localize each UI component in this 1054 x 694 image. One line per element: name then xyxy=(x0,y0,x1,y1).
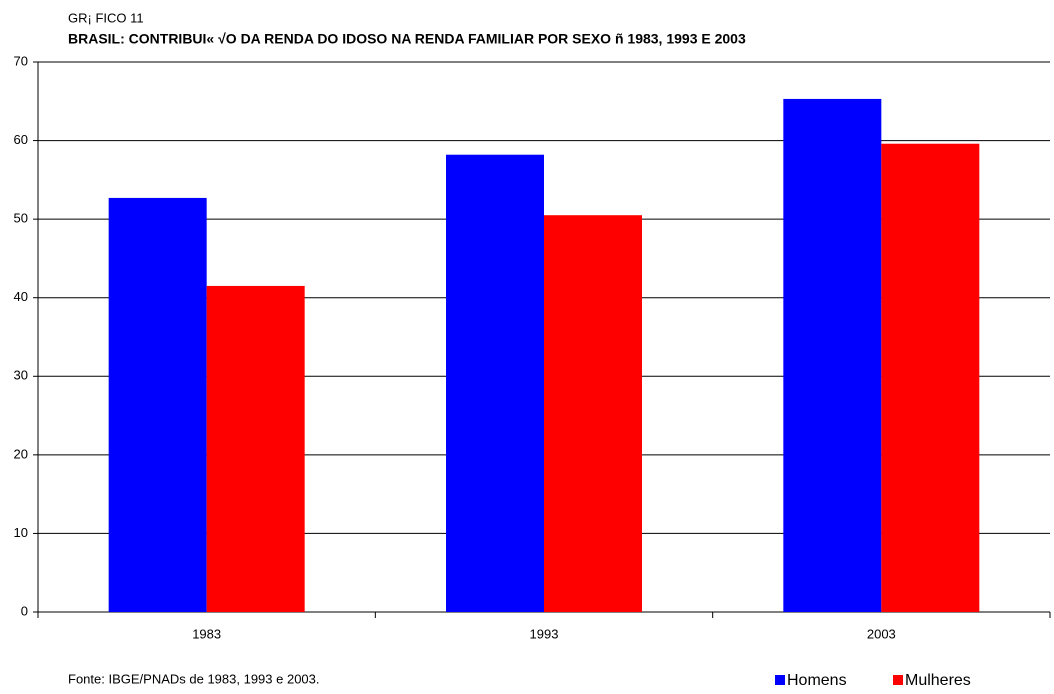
bar xyxy=(206,285,305,612)
legend-label: Mulheres xyxy=(905,672,971,689)
chart-title: BRASIL: CONTRIBUI« √O DA RENDA DO IDOSO … xyxy=(68,31,746,47)
legend-swatch xyxy=(775,675,785,685)
bar xyxy=(881,143,980,612)
legend-swatch xyxy=(893,675,903,685)
y-tick-label: 0 xyxy=(21,603,28,618)
y-tick-label: 50 xyxy=(14,211,28,226)
chart-subtitle: GR¡ FICO 11 xyxy=(68,10,144,25)
y-tick-label: 20 xyxy=(14,446,28,461)
x-tick-label: 1993 xyxy=(530,626,559,641)
y-tick-label: 10 xyxy=(14,525,28,540)
y-tick-label: 30 xyxy=(14,368,28,383)
bar xyxy=(783,98,882,612)
x-tick-label: 1983 xyxy=(192,626,221,641)
source-note: Fonte: IBGE/PNADs de 1983, 1993 e 2003. xyxy=(68,671,320,686)
legend-label: Homens xyxy=(787,672,847,689)
bar xyxy=(544,215,642,612)
y-tick-label: 60 xyxy=(14,132,28,147)
bar xyxy=(108,197,207,612)
bar xyxy=(446,154,544,612)
y-tick-label: 40 xyxy=(14,289,28,304)
x-tick-label: 2003 xyxy=(867,626,896,641)
y-tick-label: 70 xyxy=(14,53,28,68)
